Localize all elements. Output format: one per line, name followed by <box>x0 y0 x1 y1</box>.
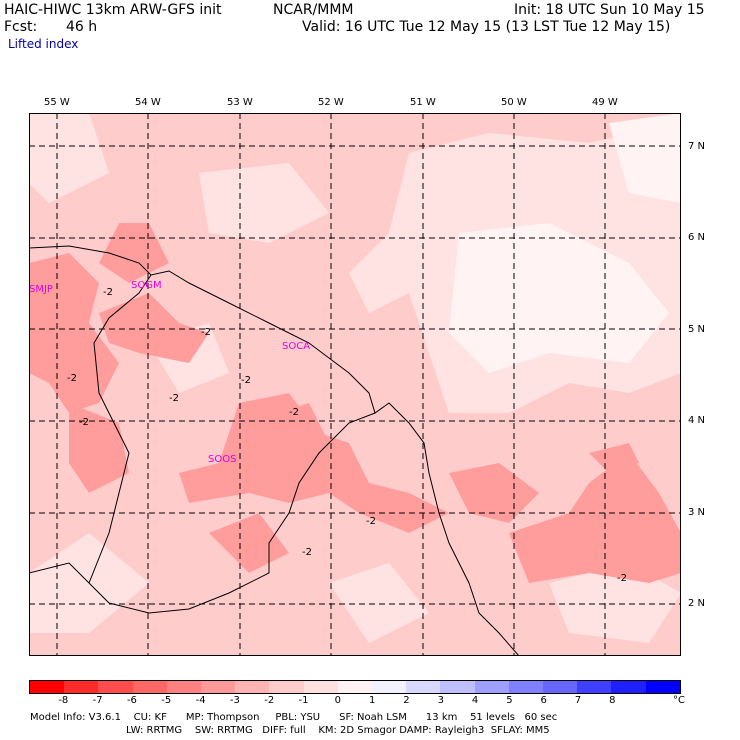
colorbar-tick: -4 <box>195 695 206 706</box>
lon-label: 51 W <box>410 97 436 108</box>
very-light-region <box>449 223 669 373</box>
map-frame <box>29 113 681 656</box>
border-suriname-west <box>29 274 152 584</box>
colorbar-swatch <box>337 681 373 693</box>
contour-label: -2 <box>241 375 251 386</box>
colorbar-swatch <box>474 681 509 693</box>
dark-region <box>69 403 129 493</box>
contour-labels: -2 -2 -2 -2 -2 -2 -2 -2 -2 -2 <box>67 287 627 584</box>
colorbar-tick: -5 <box>161 695 172 706</box>
colorbar-tick: -3 <box>229 695 240 706</box>
coastline <box>29 245 520 656</box>
field-name: Lifted index <box>8 37 79 51</box>
lat-label: 2 N <box>688 598 706 609</box>
lat-label: 3 N <box>688 507 706 518</box>
contour-label: -2 <box>366 516 376 527</box>
station-label: SOCA <box>282 341 310 352</box>
light-region <box>29 113 109 203</box>
lon-label: 55 W <box>44 97 70 108</box>
contour-label: -2 <box>103 287 113 298</box>
colorbar-tick: 1 <box>368 695 376 706</box>
boundaries <box>29 245 520 656</box>
valid-time: Valid: 16 UTC Tue 12 May 15 (13 LST Tue … <box>302 19 671 35</box>
contour-label: -2 <box>617 573 627 584</box>
light-region <box>329 563 429 643</box>
contour-label: -2 <box>169 393 179 404</box>
colorbar-tick: 8 <box>609 695 616 706</box>
colorbar-tick: 2 <box>403 695 410 706</box>
border-suriname-south <box>88 412 376 614</box>
lon-label: 50 W <box>501 97 527 108</box>
dark-region <box>99 293 209 363</box>
colorbar-swatch <box>577 681 612 693</box>
colorbar-swatch <box>30 681 65 693</box>
model-info-line1: Model Info: V3.6.1 CU: KF MP: Thompson P… <box>30 712 558 723</box>
colorbar-tick: -2 <box>264 695 275 706</box>
station-labels: SMJP SOGM SOCA SOOS <box>29 280 310 465</box>
dark-region <box>509 453 681 583</box>
dark-regions <box>29 223 681 583</box>
lon-label: 54 W <box>135 97 161 108</box>
colorbar-tick: 5 <box>506 695 513 706</box>
colorbar-swatch <box>64 681 99 693</box>
dark-region <box>449 463 539 523</box>
contour-label: -2 <box>67 373 77 384</box>
colorbar-swatch <box>201 681 236 693</box>
contour-label: -2 <box>289 407 299 418</box>
lat-label: 5 N <box>688 324 706 335</box>
station-label: SMJP <box>29 284 53 295</box>
colorbar-swatch <box>543 681 578 693</box>
model-info-line2: LW: RRTMG SW: RRTMG DIFF: full KM: 2D Sm… <box>126 725 550 736</box>
org-label: NCAR/MMM <box>273 2 354 18</box>
very-light-regions <box>449 113 681 373</box>
very-light-region <box>609 113 681 203</box>
colorbar-swatch <box>406 681 441 693</box>
light-region <box>549 563 681 643</box>
station-label: SOOS <box>208 454 236 465</box>
colorbar-swatch <box>372 681 407 693</box>
lon-label: 49 W <box>592 97 618 108</box>
init-time: Init: 18 UTC Sun 10 May 15 <box>514 2 705 18</box>
colorbar-swatch <box>269 681 304 693</box>
dark-region <box>179 393 449 533</box>
lat-label: 4 N <box>688 415 706 426</box>
colorbar-swatch <box>98 681 133 693</box>
colorbar-tick: -6 <box>126 695 137 706</box>
colorbar-swatch <box>440 681 475 693</box>
lifted-index-map: -2 -2 -2 -2 -2 -2 -2 -2 -2 -2 SMJP SOGM … <box>29 113 681 656</box>
lon-label: 53 W <box>227 97 253 108</box>
colorbar-tick: -7 <box>92 695 103 706</box>
light-region <box>199 163 329 243</box>
colorbar-tick: 7 <box>574 695 582 706</box>
colorbar-tick: 3 <box>437 695 444 706</box>
model-title: HAIC-HIWC 13km ARW-GFS init <box>4 2 222 18</box>
colorbar-unit: °C <box>673 695 685 706</box>
colorbar-swatch <box>611 681 646 693</box>
colorbar-swatch <box>166 681 202 693</box>
colorbar-tick: 6 <box>540 695 547 706</box>
colorbar-swatch <box>132 681 167 693</box>
forecast-hour: 46 h <box>66 19 98 35</box>
contour-label: -2 <box>79 417 89 428</box>
colorbar-tick: 0 <box>334 695 342 706</box>
colorbar-tick: -1 <box>298 695 309 706</box>
colorbar-swatch <box>303 681 338 693</box>
dark-region <box>279 403 329 453</box>
lon-label: 52 W <box>318 97 344 108</box>
lat-label: 7 N <box>688 141 706 152</box>
lat-label: 6 N <box>688 232 706 243</box>
station-label: SOGM <box>131 280 162 291</box>
colorbar-swatch <box>508 681 544 693</box>
contour-label: -2 <box>201 327 211 338</box>
dark-region <box>589 443 639 473</box>
colorbar-swatch <box>235 681 270 693</box>
colorbar-tick: 4 <box>471 695 479 706</box>
colorbar-tick: -8 <box>58 695 69 706</box>
forecast-label: Fcst: <box>4 19 38 35</box>
colorbar <box>29 680 681 694</box>
contour-label: -2 <box>302 547 312 558</box>
colorbar-swatch <box>645 681 680 693</box>
